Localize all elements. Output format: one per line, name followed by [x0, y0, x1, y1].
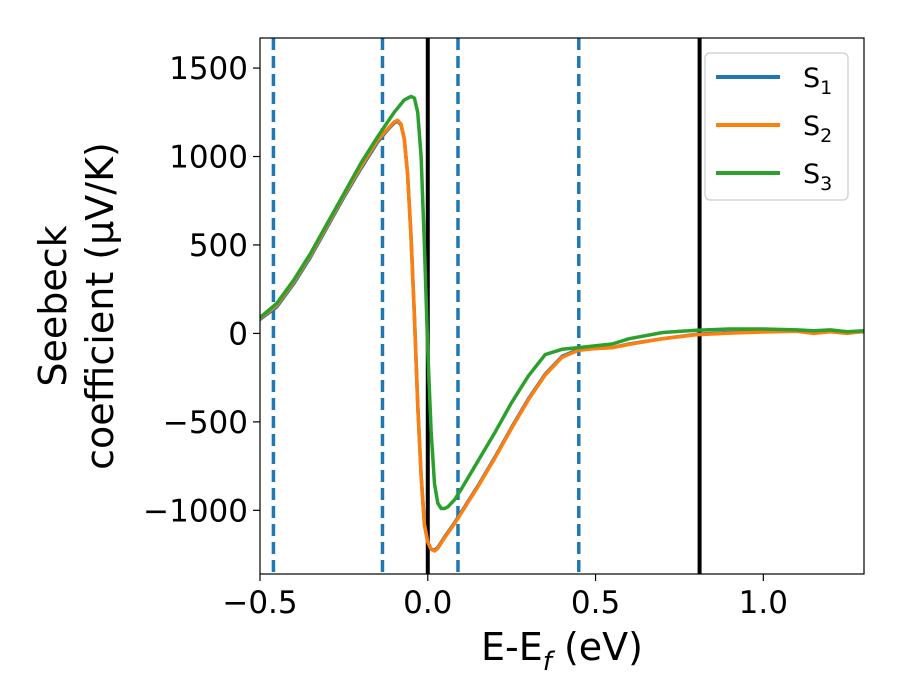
y-tick-label: 500 [189, 228, 248, 264]
series-line-s3 [260, 94, 864, 511]
x-tick-label: 1.0 [739, 585, 788, 621]
series-line-s2 [260, 118, 864, 553]
y-tick-label: −1000 [143, 493, 248, 529]
y-tick-label: 1500 [169, 51, 248, 87]
plot-frame [259, 37, 865, 575]
x-axis: −0.5 0.0 0.5 1.0 [222, 574, 788, 621]
x-tick-label: −0.5 [222, 585, 297, 621]
legend: S1 S2 S3 [704, 52, 849, 201]
x-tick-label: 0.0 [403, 585, 452, 621]
y-axis-title-line1: Seebeck [31, 225, 75, 386]
series-layer [260, 94, 864, 553]
y-tick-label: −500 [163, 405, 248, 441]
y-axis: −1000 −500 0 500 1000 1500 [143, 51, 260, 529]
y-axis-title-line2: coefficient (μV/K) [78, 142, 122, 470]
legend-label-s2: S2 [803, 111, 832, 147]
reference-lines [271, 38, 702, 574]
x-tick-label: 0.5 [571, 585, 620, 621]
y-tick-label: 0 [228, 316, 248, 352]
x-axis-title: E-Ef (eV) [481, 625, 643, 677]
legend-label-s1: S1 [803, 63, 832, 99]
y-tick-label: 1000 [169, 140, 248, 176]
legend-label-s3: S3 [803, 159, 832, 195]
